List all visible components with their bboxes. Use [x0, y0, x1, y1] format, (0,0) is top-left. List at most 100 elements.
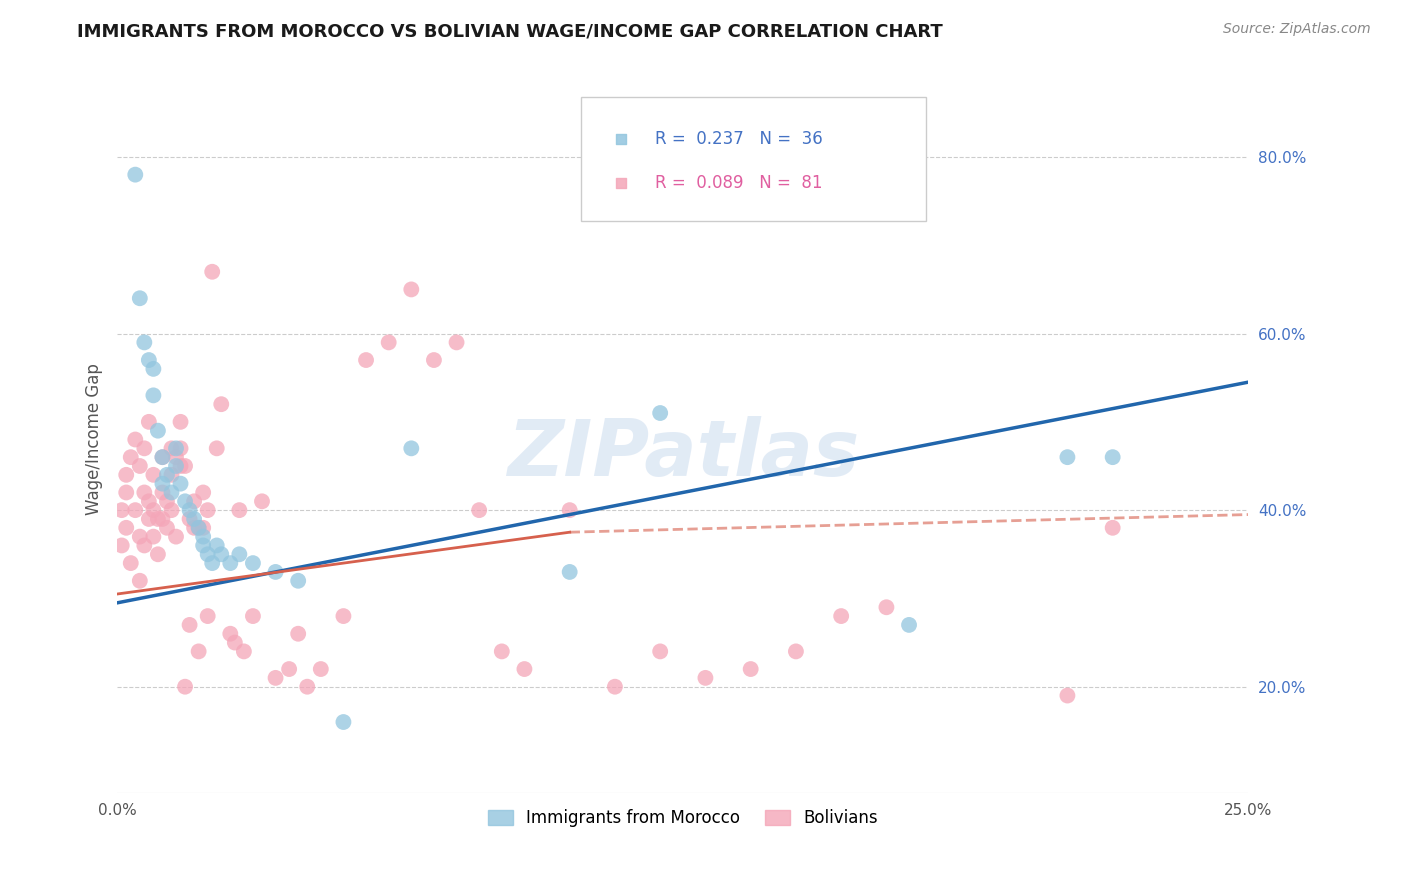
- Point: [1101, 450, 1123, 465]
- Point: [1056, 450, 1078, 465]
- Point: [156, 467, 179, 482]
- Point: [423, 353, 446, 368]
- Point: [558, 565, 581, 579]
- Point: [197, 609, 219, 624]
- Point: [875, 600, 897, 615]
- Text: R =  0.089   N =  81: R = 0.089 N = 81: [655, 174, 823, 192]
- Point: [111, 538, 134, 552]
- Point: [401, 442, 423, 456]
- Point: [785, 644, 807, 658]
- Point: [898, 618, 921, 632]
- Point: [138, 415, 160, 429]
- Point: [142, 388, 165, 402]
- Text: IMMIGRANTS FROM MOROCCO VS BOLIVIAN WAGE/INCOME GAP CORRELATION CHART: IMMIGRANTS FROM MOROCCO VS BOLIVIAN WAGE…: [77, 22, 943, 40]
- Point: [205, 538, 228, 552]
- Point: [830, 609, 852, 624]
- Point: [120, 450, 142, 465]
- Point: [740, 662, 762, 676]
- Point: [242, 556, 264, 570]
- Legend: Immigrants from Morocco, Bolivians: Immigrants from Morocco, Bolivians: [481, 803, 884, 834]
- Point: [174, 458, 197, 473]
- Point: [354, 353, 377, 368]
- Point: [309, 662, 332, 676]
- Point: [187, 521, 209, 535]
- Point: [219, 556, 242, 570]
- Point: [115, 521, 138, 535]
- Point: [128, 530, 150, 544]
- Point: [332, 714, 354, 729]
- Point: [183, 512, 205, 526]
- Point: [191, 530, 214, 544]
- Point: [160, 467, 183, 482]
- Point: [242, 609, 264, 624]
- Point: [183, 521, 205, 535]
- Point: [128, 458, 150, 473]
- Point: [124, 503, 146, 517]
- Point: [146, 512, 169, 526]
- Point: [146, 424, 169, 438]
- Point: [165, 530, 187, 544]
- Point: [152, 512, 174, 526]
- Point: [228, 503, 250, 517]
- FancyBboxPatch shape: [581, 97, 927, 220]
- Text: R =  0.237   N =  36: R = 0.237 N = 36: [655, 130, 823, 148]
- Point: [278, 662, 301, 676]
- Point: [134, 335, 156, 350]
- Point: [650, 644, 672, 658]
- Point: [191, 521, 214, 535]
- Point: [264, 671, 287, 685]
- Point: [134, 485, 156, 500]
- Point: [120, 556, 142, 570]
- Point: [134, 538, 156, 552]
- Point: [187, 521, 209, 535]
- Point: [603, 680, 626, 694]
- Point: [142, 503, 165, 517]
- Point: [138, 494, 160, 508]
- Point: [219, 626, 242, 640]
- Point: [134, 442, 156, 456]
- Text: Source: ZipAtlas.com: Source: ZipAtlas.com: [1223, 22, 1371, 37]
- Point: [297, 680, 319, 694]
- Point: [165, 458, 187, 473]
- Point: [468, 503, 491, 517]
- Point: [152, 450, 174, 465]
- Point: [446, 335, 468, 350]
- Point: [179, 512, 201, 526]
- Point: [142, 467, 165, 482]
- Point: [179, 503, 201, 517]
- Point: [401, 282, 423, 296]
- Point: [558, 503, 581, 517]
- Point: [152, 450, 174, 465]
- Point: [183, 494, 205, 508]
- Point: [115, 467, 138, 482]
- Point: [1101, 521, 1123, 535]
- Point: [156, 521, 179, 535]
- Point: [332, 609, 354, 624]
- Point: [124, 168, 146, 182]
- Point: [513, 662, 536, 676]
- Point: [1056, 689, 1078, 703]
- Point: [232, 644, 254, 658]
- Point: [250, 494, 273, 508]
- Point: [209, 397, 232, 411]
- Point: [209, 547, 232, 561]
- Point: [287, 626, 309, 640]
- Point: [152, 476, 174, 491]
- Point: [138, 353, 160, 368]
- Point: [191, 485, 214, 500]
- Point: [377, 335, 399, 350]
- Point: [142, 530, 165, 544]
- Point: [197, 503, 219, 517]
- Point: [191, 538, 214, 552]
- Point: [179, 618, 201, 632]
- Point: [111, 503, 134, 517]
- Point: [695, 671, 717, 685]
- Point: [287, 574, 309, 588]
- Point: [165, 442, 187, 456]
- Point: [160, 442, 183, 456]
- Point: [128, 291, 150, 305]
- Point: [169, 458, 191, 473]
- Point: [146, 547, 169, 561]
- Point: [169, 442, 191, 456]
- Point: [160, 503, 183, 517]
